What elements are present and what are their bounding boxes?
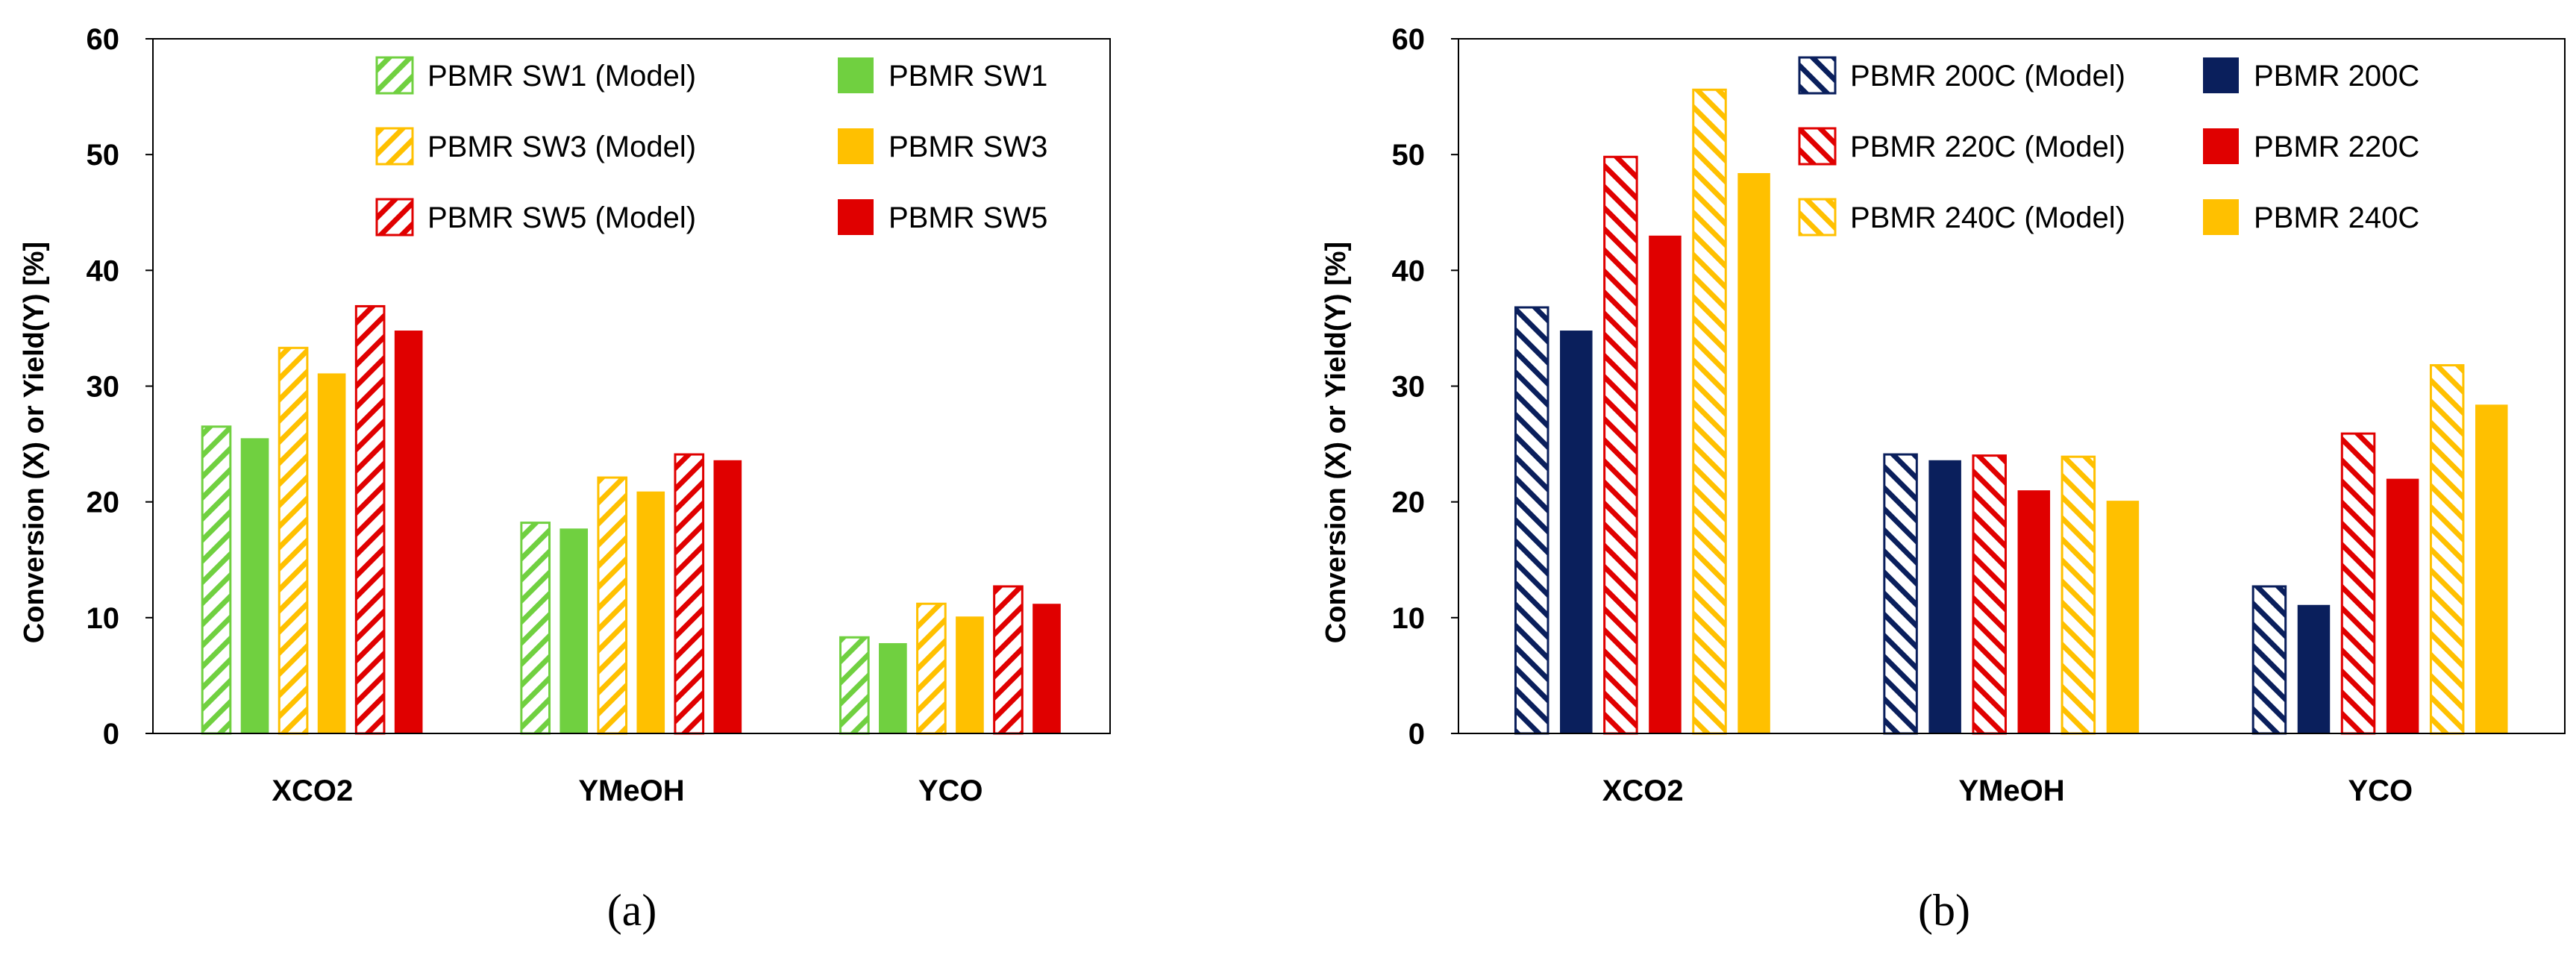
bar-b [2061,455,2096,735]
bar-b [1737,172,1770,733]
bar-a [879,642,907,733]
bar-b [1514,306,1549,735]
y-axis-title-a: Conversion (X) or Yield(Y) [%] [19,242,50,643]
bar-a [674,453,705,735]
legend-b: PBMR 200C (Model) PBMR 200C PBMR 220C (Mod… [1798,56,2419,237]
y-tick-label-a: 60 [87,23,120,56]
legend-swatch-b [2203,57,2239,93]
legend-swatch-b [1798,127,1837,166]
legend-swatch-b [1798,56,1837,95]
bar-a [916,602,947,735]
y-tick-label-b: 50 [1392,139,1426,172]
bar-a [956,616,984,733]
legend-label-b: PBMR 240C [2254,201,2419,234]
legend-swatch-a [375,127,414,166]
bar-a [713,460,742,733]
y-tick-label-a: 0 [103,718,119,751]
legend-swatch-b [2203,128,2239,164]
plot-frame-b [1458,38,2566,734]
bar-a [520,522,551,735]
bar-b [2106,501,2140,733]
y-tick-label-b: 10 [1392,602,1426,635]
y-tick-labels-a: 0 10 20 30 40 50 60 [87,23,153,751]
bar-b [1560,331,1593,733]
bar-b [1649,235,1682,733]
chart-panel-b: Conversion (X) or Yield(Y) [%] 0 10 20 30 40… [1320,23,2566,935]
bar-b [1692,88,1727,735]
bar-a [560,528,589,733]
legend-a: PBMR SW1 (Model) PBMR SW1 PBMR SW3 (Model)… [375,56,1047,237]
x-category-label-b: XCO2 [1602,774,1684,807]
bar-b [2251,585,2287,735]
bars-a [201,304,1061,735]
bar-a [317,373,346,733]
x-category-label-b: YMeOH [1958,774,2064,807]
legend-swatch-a [838,57,874,93]
bar-a [394,331,423,733]
y-tick-label-b: 20 [1392,486,1426,519]
x-category-label-a: XCO2 [272,774,353,807]
panel-label-a: (a) [607,886,657,935]
legend-label-a: PBMR SW5 [889,201,1047,234]
y-tick-labels-b: 0 10 20 30 40 50 60 [1392,23,1458,751]
bar-b [2340,432,2376,735]
legend-swatch-b [2203,199,2239,235]
bar-a [636,491,665,733]
bars-b [1514,88,2508,735]
y-tick-label-a: 10 [87,602,120,635]
x-category-label-a: YMeOH [578,774,684,807]
bar-a [278,346,309,735]
y-tick-label-b: 40 [1392,254,1426,287]
bar-a [597,476,628,735]
legend-label-a: PBMR SW1 (Model) [427,60,696,93]
legend-label-b: PBMR 220C [2254,131,2419,163]
legend-swatch-a [375,198,414,237]
legend-label-b: PBMR 240C (Model) [1850,201,2125,234]
y-tick-label-a: 40 [87,254,120,287]
y-tick-label-b: 60 [1392,23,1426,56]
bar-a [201,425,232,735]
legend-label-a: PBMR SW5 (Model) [427,201,696,234]
bar-b [1603,155,1638,735]
y-tick-label-b: 30 [1392,371,1426,404]
bar-b [2386,478,2419,733]
bar-b [1883,453,1918,735]
legend-label-b: PBMR 200C (Model) [1850,60,2125,93]
category-labels-b: XCO2 YMeOH YCO [1602,774,2413,807]
x-category-label-b: YCO [2348,774,2413,807]
y-tick-label-a: 50 [87,139,120,172]
bar-a [1032,604,1061,733]
legend-swatch-a [838,128,874,164]
y-axis-title-b: Conversion (X) or Yield(Y) [%] [1320,242,1352,643]
category-labels-a: XCO2 YMeOH YCO [272,774,983,807]
legend-label-b: PBMR 220C (Model) [1850,131,2125,163]
legend-label-b: PBMR 200C [2254,60,2419,93]
y-tick-label-b: 0 [1408,718,1425,751]
legend-swatch-b [1798,198,1837,237]
plot-frame-a [152,38,1111,734]
legend-label-a: PBMR SW3 (Model) [427,131,696,163]
bar-b [2475,404,2508,733]
x-category-label-a: YCO [918,774,983,807]
legend-swatch-a [375,56,414,95]
bar-a [240,438,269,733]
bar-b [1972,454,2007,735]
panel-label-b: (b) [1918,886,1970,935]
legend-swatch-a [838,199,874,235]
bar-b [2297,604,2331,733]
bar-a [839,636,870,735]
bar-a [354,304,386,735]
bar-b [1928,460,1961,733]
y-tick-label-a: 20 [87,486,120,519]
bar-a [993,585,1024,735]
bar-b [2017,490,2051,733]
bar-b [2429,364,2465,735]
y-tick-label-a: 30 [87,371,120,404]
legend-label-a: PBMR SW1 [889,60,1047,93]
legend-label-a: PBMR SW3 [889,131,1047,163]
chart-panel-a: Conversion (X) or Yield(Y) [%] 0 10 20 30 40… [19,23,1111,935]
